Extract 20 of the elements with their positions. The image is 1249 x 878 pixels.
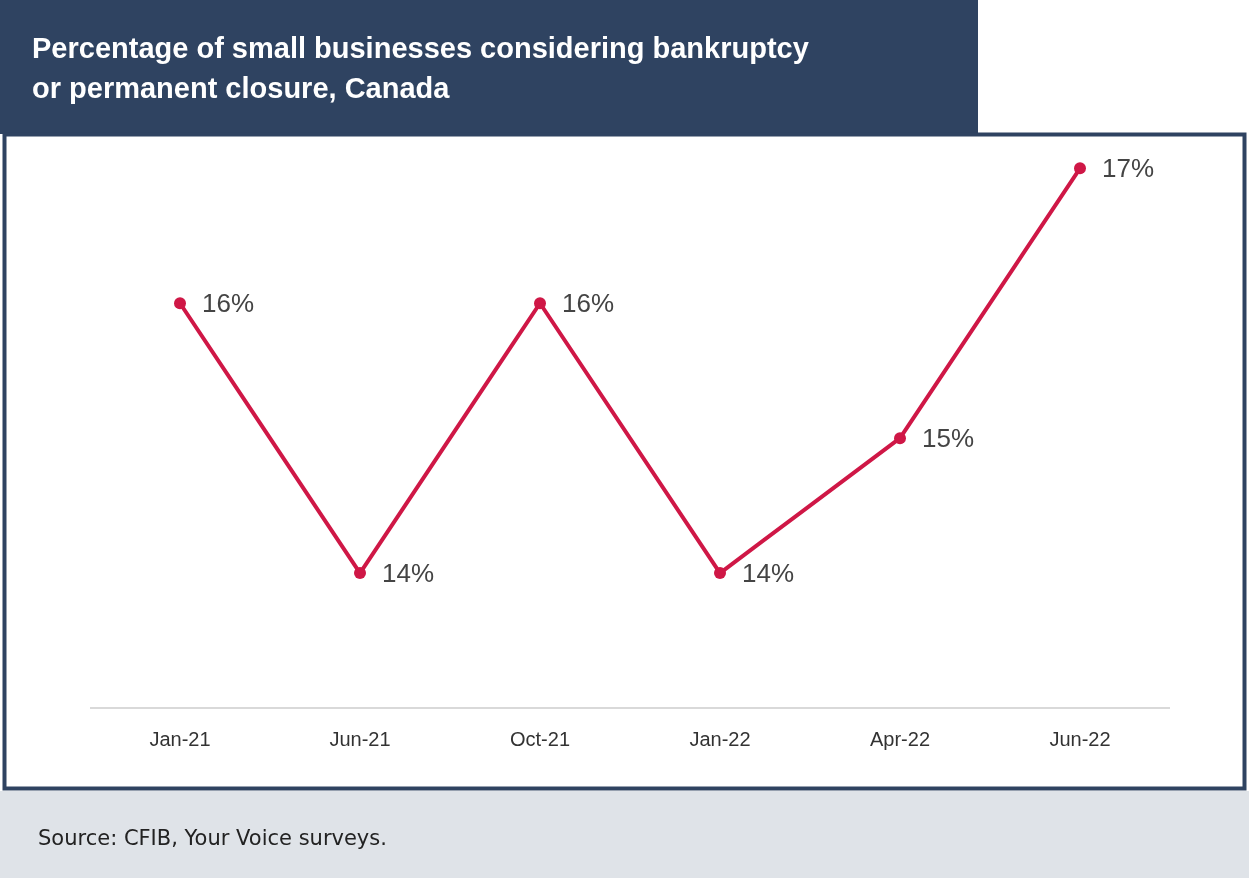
data-label: 16% — [562, 288, 615, 319]
data-label: 14% — [382, 558, 435, 589]
x-tick-label: Jan-21 — [149, 728, 211, 750]
x-tick-label: Oct-21 — [509, 728, 571, 750]
point — [354, 567, 366, 580]
data-label: 17% — [1102, 153, 1155, 184]
data-label: 14% — [742, 558, 795, 589]
data-label: 16% — [202, 288, 255, 319]
chart-title: Percentage of small businesses considering bankruptcy or permanent closure, Canada — [32, 32, 809, 104]
point — [174, 297, 186, 310]
source-note: Source: CFIB, Your Voice surveys. — [38, 826, 387, 850]
data-label: 15% — [922, 423, 975, 454]
point — [534, 297, 546, 310]
point — [894, 432, 906, 445]
x-tick-label: Jun-21 — [329, 728, 391, 750]
point — [714, 567, 726, 580]
point — [1074, 162, 1086, 175]
x-tick-label: Apr-22 — [869, 728, 931, 750]
x-tick-label: Jan-22 — [689, 728, 751, 750]
x-tick-label: Jun-22 — [1049, 728, 1111, 750]
